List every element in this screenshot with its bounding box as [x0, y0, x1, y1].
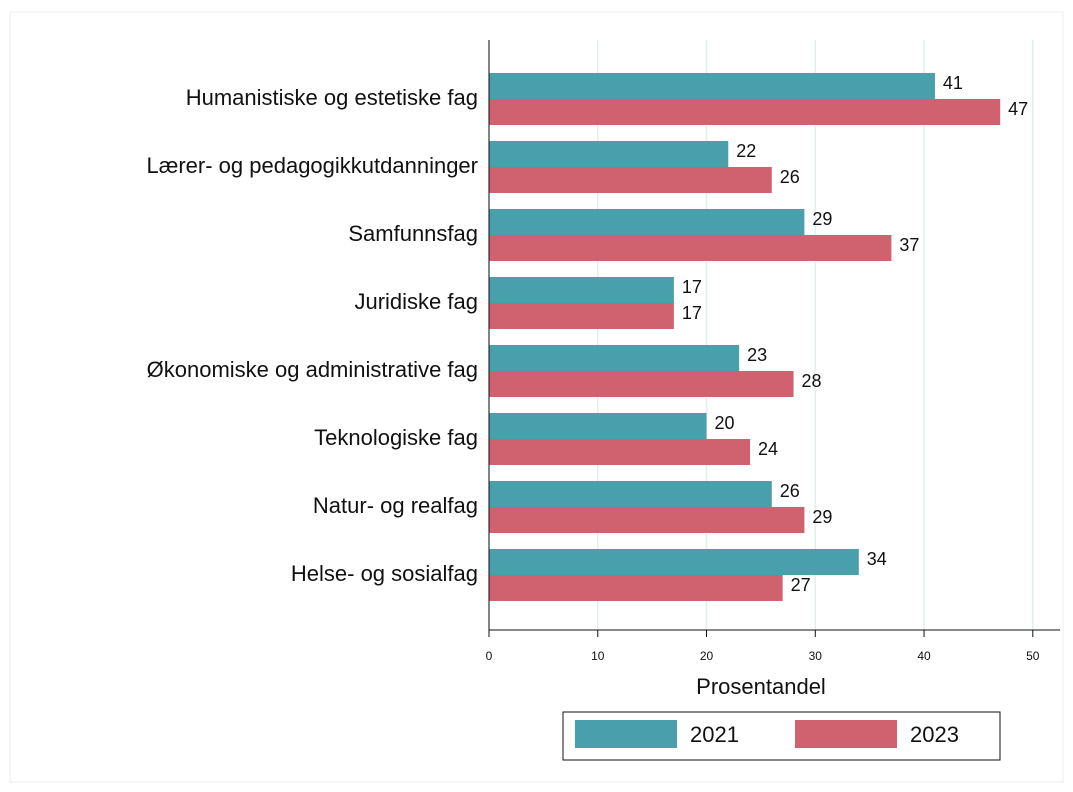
data-label: 24	[758, 439, 778, 459]
bar	[489, 235, 892, 261]
x-tick-label: 20	[700, 649, 714, 663]
data-label: 27	[791, 575, 811, 595]
y-tick-label: Lærer- og pedagogikkutdanninger	[147, 153, 478, 178]
x-tick-label: 10	[591, 649, 605, 663]
bar	[489, 575, 783, 601]
legend-label: 2023	[910, 722, 959, 747]
bar	[489, 413, 707, 439]
y-tick-label: Samfunnsfag	[348, 221, 478, 246]
bar	[489, 303, 674, 329]
bar	[489, 371, 794, 397]
bar	[489, 507, 805, 533]
bar	[489, 73, 935, 99]
y-tick-label: Økonomiske og administrative fag	[147, 357, 478, 382]
y-tick-label: Natur- og realfag	[313, 493, 478, 518]
legend-swatch	[795, 720, 897, 748]
bar	[489, 549, 859, 575]
data-label: 41	[943, 73, 963, 93]
data-label: 17	[682, 303, 702, 323]
x-tick-label: 50	[1026, 649, 1040, 663]
legend-swatch	[575, 720, 677, 748]
data-label: 20	[715, 413, 735, 433]
data-label: 37	[899, 235, 919, 255]
data-label: 28	[802, 371, 822, 391]
data-label: 26	[780, 167, 800, 187]
data-label: 34	[867, 549, 887, 569]
data-label: 23	[747, 345, 767, 365]
bar	[489, 209, 805, 235]
x-axis-title: Prosentandel	[696, 674, 826, 699]
y-tick-label: Helse- og sosialfag	[291, 561, 478, 586]
data-label: 17	[682, 277, 702, 297]
x-tick-label: 0	[486, 649, 493, 663]
x-tick-label: 30	[809, 649, 823, 663]
bar	[489, 277, 674, 303]
y-tick-label: Humanistiske og estetiske fag	[186, 85, 478, 110]
data-label: 22	[736, 141, 756, 161]
data-label: 29	[812, 507, 832, 527]
bar	[489, 167, 772, 193]
data-label: 26	[780, 481, 800, 501]
bar	[489, 481, 772, 507]
y-tick-label: Teknologiske fag	[314, 425, 478, 450]
legend-label: 2021	[690, 722, 739, 747]
x-tick-label: 40	[917, 649, 931, 663]
bar	[489, 99, 1001, 125]
data-label: 29	[812, 209, 832, 229]
bar	[489, 345, 740, 371]
y-tick-label: Juridiske fag	[354, 289, 478, 314]
bar	[489, 141, 729, 167]
data-label: 47	[1008, 99, 1028, 119]
bar	[489, 439, 751, 465]
